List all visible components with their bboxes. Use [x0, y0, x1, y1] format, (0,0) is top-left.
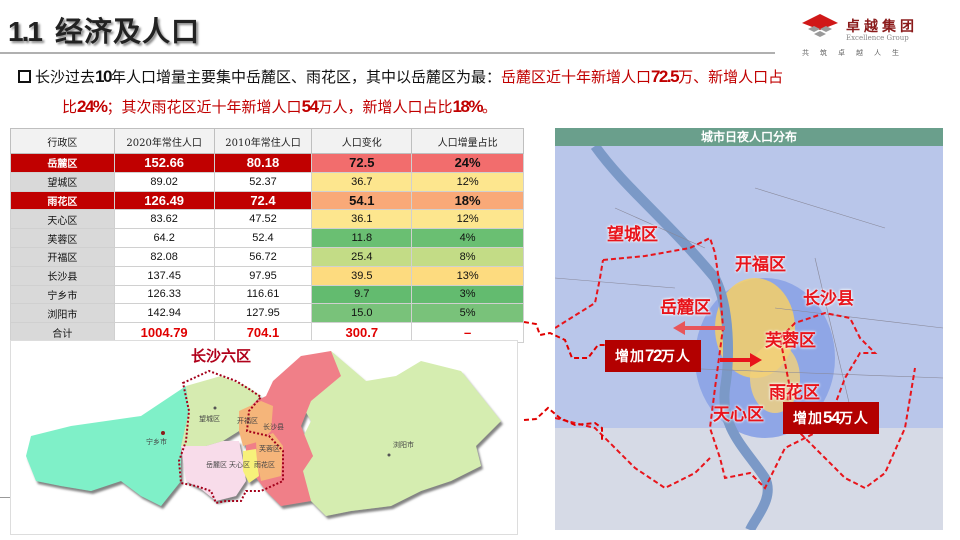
population-table: 行政区 2020年常住人口 2010年常住人口 人口变化 人口增量占比 岳麓区 …: [10, 128, 524, 344]
label-wangcheng-right: 望城区: [607, 225, 658, 245]
section-number: 1.1: [8, 16, 43, 47]
table-row: 开福区 82.08 56.72 25.4 8%: [10, 246, 524, 267]
label-changshaxian: 长沙县: [263, 422, 284, 431]
col-header-pop2020: 2020年常住人口: [113, 128, 215, 154]
logo-slogan: 共筑卓越人生: [802, 49, 910, 57]
label-ningxiang: 宁乡市: [146, 437, 167, 446]
table-row: 长沙县 137.45 97.95 39.5 13%: [10, 265, 524, 286]
logo-name-cn: 卓越集团: [846, 19, 918, 35]
table-header-row: 行政区 2020年常住人口 2010年常住人口 人口变化 人口增量占比: [10, 128, 524, 154]
region-yuhua: [256, 433, 283, 481]
label-yuhua: 雨花区: [254, 460, 275, 469]
label-kaifu: 开福区: [237, 416, 258, 425]
table-row: 浏阳市 142.94 127.95 15.0 5%: [10, 303, 524, 324]
label-wangcheng: 望城区: [199, 414, 220, 423]
label-kaifu-right: 开福区: [735, 255, 786, 275]
table-row: 芙蓉区 64.2 52.4 11.8 4%: [10, 228, 524, 248]
region-kaifu: [239, 401, 273, 446]
page-title: 1.1 经济及人口: [8, 10, 200, 50]
region-wangcheng: [181, 376, 261, 451]
increase-badge-yuhua: 增加54万人: [783, 402, 879, 434]
right-map-title: 城市日夜人口分布: [555, 128, 943, 146]
left-map-title: 长沙六区: [191, 347, 251, 365]
decorative-divider: [0, 497, 10, 498]
region-tianxin: [243, 449, 259, 483]
label-yuhua-right: 雨花区: [769, 383, 820, 403]
label-yuelu-right: 岳麓区: [660, 298, 711, 318]
col-header-change: 人口变化: [311, 128, 413, 154]
summary-text: 长沙过去10年人口增量主要集中岳麓区、雨花区，其中以岳麓区为最：岳麓区近十年新增…: [18, 62, 948, 122]
region-yuelu: [181, 441, 246, 501]
increase-badge-yuelu: 增加72万人: [605, 340, 701, 372]
arrow-right-icon: [720, 353, 762, 367]
six-district-boundary: [177, 369, 284, 505]
label-yuelu: 岳麓区: [206, 460, 227, 469]
label-furong: 芙蓉区: [259, 444, 280, 453]
label-tianxin: 天心区: [229, 461, 250, 469]
company-logo: 卓越集团 Excellence Group 共筑卓越人生: [800, 12, 950, 58]
changsha-district-map: 宁乡市 望城区 开福区 长沙县 芙蓉区 岳麓区 天心区 雨花区 浏阳市 长沙六区: [10, 340, 518, 535]
heatmap-graphic: [555, 128, 943, 530]
region-liuyang: [291, 351, 501, 516]
col-header-share: 人口增量占比: [411, 128, 524, 154]
table-row: 望城区 89.02 52.37 36.7 12%: [10, 171, 524, 192]
label-changshaxian-right: 长沙县: [803, 289, 854, 309]
logo-diamond-icon: [802, 14, 838, 37]
table-row: 天心区 83.62 47.52 36.1 12%: [10, 209, 524, 230]
table-row: 宁乡市 126.33 116.61 9.7 3%: [10, 284, 524, 305]
bullet-square-icon: [18, 70, 31, 83]
label-liuyang: 浏阳市: [393, 440, 414, 449]
label-furong-right: 芙蓉区: [765, 331, 816, 351]
arrow-left-icon: [673, 321, 725, 335]
logo-name-en: Excellence Group: [846, 34, 909, 42]
six-district-boundary-right: [602, 236, 878, 490]
table-row: 岳麓区 152.66 80.18 72.5 24%: [10, 153, 524, 173]
header-divider: [0, 52, 775, 54]
day-night-population-map: 城市日夜人口分布 望城区 开福区 岳麓区 长沙县 芙蓉区 雨花区 天心区 增加7…: [555, 128, 943, 530]
summary-line-1: 长沙过去10年人口增量主要集中岳麓区、雨花区，其中以岳麓区为最：岳麓区近十年新增…: [18, 62, 948, 92]
col-header-pop2010: 2010年常住人口: [213, 128, 313, 154]
region-ningxiang: [26, 386, 189, 506]
district-map-graphic: 宁乡市 望城区 开福区 长沙县 芙蓉区 岳麓区 天心区 雨花区 浏阳市 长沙六区: [26, 347, 501, 516]
table-row: 雨花区 126.49 72.4 54.1 18%: [10, 190, 524, 211]
section-title: 经济及人口: [54, 15, 200, 48]
col-header-district: 行政区: [10, 128, 115, 154]
summary-line-2: 比24%；其次雨花区近十年新增人口54万人，新增人口占比18%。: [62, 97, 498, 116]
label-tianxin-right: 天心区: [713, 405, 764, 425]
header: 1.1 经济及人口 卓越集团 Excellence Group 共筑卓越人生: [0, 0, 960, 57]
